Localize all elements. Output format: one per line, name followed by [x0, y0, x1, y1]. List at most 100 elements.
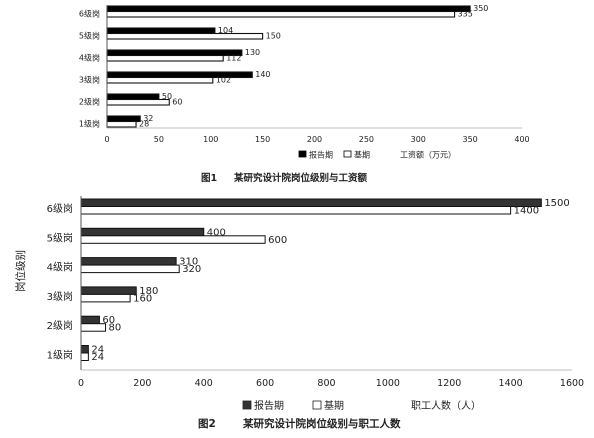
x-tick-label-1-3: 100	[203, 135, 218, 144]
data-label-1-report-3: 140	[255, 70, 270, 79]
category-label-1-4: 4级岗	[79, 52, 100, 62]
data-label-2-report-1: 24	[91, 345, 104, 356]
x-tick-label-1-5: 200	[307, 135, 322, 144]
legend-2-swatch-base	[312, 400, 322, 410]
chart-1-category-labels: 1级岗 2级岗 3级岗 4级岗 5级岗 6级岗	[79, 8, 100, 128]
data-label-1-report-2: 50	[162, 92, 172, 101]
data-label-1-base-6: 335	[458, 10, 473, 19]
bar-2-base-6	[80, 206, 512, 215]
data-label-2-base-3: 160	[133, 293, 152, 304]
data-label-2-report-6: 1500	[544, 198, 569, 209]
bar-1-report-2	[106, 93, 160, 101]
category-label-2-3: 3级岗	[47, 291, 73, 303]
data-label-2-base-1: 24	[91, 352, 104, 363]
chart-1-x-ticks: 0 50 100 150 200 250 300 350 400	[104, 135, 529, 144]
chart-1-x-axis-title: 工资额（万元）	[400, 150, 456, 160]
bar-2-report-6	[80, 198, 542, 207]
bar-1-report-6	[106, 5, 471, 13]
bar-2-base-1	[80, 352, 89, 361]
bar-1-base-5	[106, 32, 264, 40]
bar-2-base-5	[80, 235, 266, 244]
data-label-2-base-5: 600	[268, 235, 287, 246]
bar-2-report-3	[80, 286, 137, 295]
data-label-2-base-4: 320	[182, 264, 201, 275]
chart-1-bars	[106, 5, 471, 128]
x-tick-label-1-2: 50	[154, 135, 164, 144]
category-label-1-6: 6级岗	[79, 8, 100, 18]
data-label-1-report-4: 130	[245, 48, 260, 57]
legend-2-label-base: 基期	[324, 399, 344, 412]
category-label-2-2: 2级岗	[47, 320, 73, 332]
legend-1-swatch-base	[343, 150, 352, 158]
bar-2-base-4	[80, 264, 180, 274]
category-label-2-4: 4级岗	[47, 262, 73, 274]
chart-1-caption-number: 图1	[201, 173, 217, 184]
x-tick-label-1-6: 250	[359, 135, 374, 144]
chart-2-x-axis-title: 职工人数（人）	[411, 399, 481, 412]
x-tick-label-2-5: 800	[317, 378, 335, 389]
x-tick-label-2-1: 0	[78, 378, 84, 389]
data-label-2-report-3: 180	[139, 286, 158, 297]
chart-1-legend: 报告期 基期	[298, 150, 370, 160]
data-label-1-base-3: 102	[216, 76, 231, 85]
bar-1-base-2	[106, 98, 170, 106]
legend-2-label-report: 报告期	[254, 399, 284, 412]
bar-2-report-1	[80, 345, 89, 354]
chart-2-caption: 某研究设计院岗位级别与职工人数	[242, 417, 401, 430]
bar-1-base-1	[106, 120, 137, 128]
x-tick-label-1-4: 150	[255, 135, 270, 144]
category-label-2-6: 6级岗	[47, 203, 73, 215]
category-label-1-3: 3级岗	[79, 74, 100, 84]
data-label-1-base-5: 150	[266, 32, 281, 41]
chart-2-category-labels: 1级岗 2级岗 3级岗 4级岗 5级岗 6级岗	[47, 203, 73, 362]
data-label-1-base-2: 60	[172, 98, 182, 107]
data-label-2-base-6: 1400	[514, 206, 539, 217]
bar-2-base-3	[80, 293, 131, 303]
bar-2-report-5	[80, 227, 205, 237]
data-label-2-report-5: 400	[207, 227, 226, 238]
data-label-2-report-2: 60	[102, 315, 115, 326]
x-tick-label-2-8: 1400	[499, 378, 523, 389]
x-tick-label-2-9: 1600	[560, 378, 584, 389]
bar-1-report-4	[106, 49, 243, 57]
bar-1-base-3	[106, 76, 214, 84]
category-label-2-5: 5级岗	[47, 232, 73, 244]
x-tick-label-2-2: 200	[133, 378, 151, 389]
category-label-1-1: 1级岗	[79, 118, 100, 128]
chart-2-caption-number: 图2	[198, 418, 216, 430]
chart-2-y-axis-title: 岗位级别	[14, 250, 27, 292]
legend-2-swatch-report	[242, 400, 252, 410]
data-label-1-report-1: 32	[143, 114, 153, 123]
chart-2-bars	[80, 198, 542, 361]
x-tick-label-2-4: 600	[256, 378, 274, 389]
chart-2-x-ticks: 0 200 400 600 800 1000 1200 1400 1600	[78, 378, 584, 389]
bar-1-base-6	[106, 10, 456, 18]
chart-1-caption: 某研究设计院岗位级别与工资额	[233, 172, 368, 184]
bar-2-report-4	[80, 257, 177, 266]
x-tick-label-2-3: 400	[195, 378, 213, 389]
x-tick-label-1-7: 300	[411, 135, 426, 144]
data-label-1-base-1: 28	[139, 120, 149, 129]
category-label-1-2: 2级岗	[79, 96, 100, 106]
data-label-1-report-5: 104	[218, 26, 233, 35]
data-label-2-base-2: 80	[109, 323, 122, 334]
chart-2: 0 200 400 600 800 1000 1200 1400 1600 1级岗 2级岗 3级岗 4…	[14, 196, 584, 430]
category-label-1-5: 5级岗	[79, 30, 100, 40]
data-label-1-base-4: 112	[226, 54, 241, 63]
x-tick-label-1-1: 0	[104, 135, 109, 144]
bar-2-report-2	[80, 315, 100, 325]
legend-1-label-base: 基期	[354, 150, 370, 160]
legend-1-swatch-report	[298, 150, 307, 158]
chart-1: 0 50 100 150 200 250 300 350 400 1级岗 2级岗 3级岗 4级岗 5级岗…	[79, 4, 530, 184]
x-tick-label-1-8: 350	[462, 135, 477, 144]
chart-2-legend: 报告期 基期	[242, 399, 344, 412]
x-tick-label-1-9: 400	[514, 135, 529, 144]
category-label-2-1: 1级岗	[47, 350, 73, 362]
data-label-2-report-4: 310	[179, 257, 198, 268]
bar-1-report-5	[106, 27, 216, 35]
bar-1-report-1	[106, 115, 141, 123]
x-tick-label-2-7: 1200	[437, 378, 461, 389]
